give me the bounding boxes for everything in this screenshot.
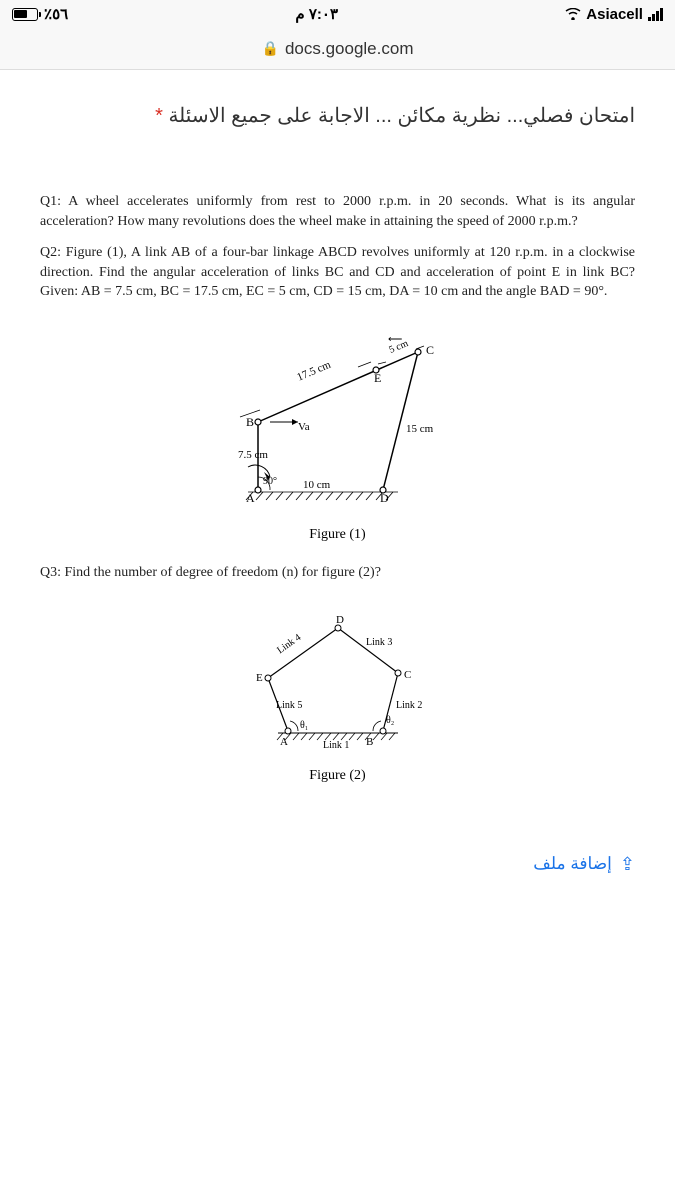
svg-text:C: C (426, 343, 434, 357)
svg-text:θ₁: θ₁ (300, 720, 308, 731)
svg-text:A: A (280, 736, 288, 748)
q1-text: Q1: A wheel accelerates uniformly from r… (40, 192, 635, 231)
signal-icon (648, 8, 663, 21)
figure2-container: A B C D E Link 1 Link 2 Link 3 Link 4 Li… (40, 603, 635, 784)
figure2-label: Figure (2) (40, 768, 635, 784)
status-bar: ٪٥٦ ٧:٠٣ م Asiacell (0, 0, 675, 28)
add-file-label: إضافة ملف (533, 854, 612, 874)
svg-text:17.5 cm: 17.5 cm (295, 359, 333, 384)
svg-text:7.5 cm: 7.5 cm (238, 449, 268, 461)
battery-percent: ٪٥٦ (44, 5, 68, 23)
upload-icon: ⇪ (620, 854, 635, 875)
svg-text:Link 2: Link 2 (396, 700, 422, 711)
svg-text:D: D (336, 614, 344, 626)
svg-text:Link 1: Link 1 (323, 740, 349, 751)
required-marker: * (155, 105, 163, 127)
form-content: امتحان فصلي... نظرية مكائن ... الاجابة ع… (0, 70, 675, 1200)
svg-text:10 cm: 10 cm (303, 479, 331, 491)
svg-text:A: A (246, 491, 255, 505)
status-left: ٪٥٦ (12, 5, 68, 23)
svg-text:D: D (380, 491, 389, 505)
status-time: ٧:٠٣ م (295, 5, 338, 23)
carrier-label: Asiacell (586, 6, 643, 23)
svg-text:Link 3: Link 3 (366, 637, 392, 648)
status-right: Asiacell (565, 6, 663, 23)
figure1-diagram: B C D A E Va 90° 7.5 cm 17.5 cm ⟵ 5 cm 1… (198, 322, 478, 522)
svg-text:θ₂: θ₂ (386, 715, 394, 726)
svg-text:C: C (404, 669, 411, 681)
q2-text: Q2: Figure (1), A link AB of a four-bar … (40, 243, 635, 302)
figure1-container: B C D A E Va 90° 7.5 cm 17.5 cm ⟵ 5 cm 1… (40, 322, 635, 543)
svg-text:15 cm: 15 cm (406, 423, 434, 435)
svg-text:Va: Va (298, 421, 310, 433)
wifi-icon (565, 8, 581, 20)
q3-text: Q3: Find the number of degree of freedom… (40, 563, 635, 583)
figure2-diagram: A B C D E Link 1 Link 2 Link 3 Link 4 Li… (228, 603, 448, 763)
svg-text:E: E (256, 672, 263, 684)
svg-text:B: B (366, 736, 373, 748)
svg-text:Link 5: Link 5 (276, 700, 302, 711)
svg-text:Link 4: Link 4 (275, 632, 303, 656)
battery-icon (12, 8, 38, 21)
url-domain: docs.google.com (285, 39, 414, 59)
svg-text:90°: 90° (263, 476, 277, 487)
figure1-label: Figure (1) (40, 527, 635, 543)
svg-text:B: B (246, 415, 254, 429)
question-title: امتحان فصلي... نظرية مكائن ... الاجابة ع… (40, 100, 635, 132)
lock-icon: 🔒 (262, 40, 279, 57)
add-file-button[interactable]: ⇪ إضافة ملف (533, 854, 635, 875)
url-bar[interactable]: 🔒 docs.google.com (0, 28, 675, 70)
svg-text:E: E (374, 371, 381, 385)
